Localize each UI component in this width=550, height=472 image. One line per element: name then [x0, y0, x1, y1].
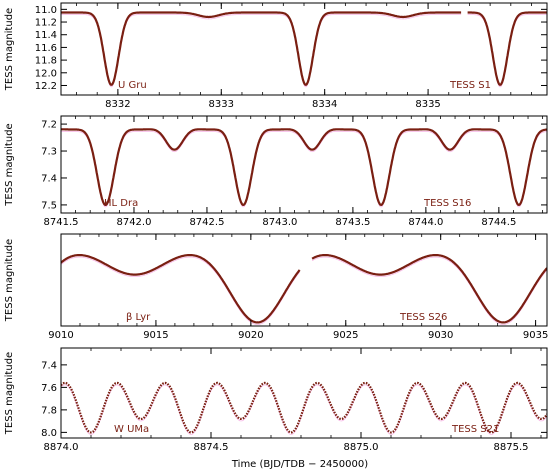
panel-4-ytick-label: 8.0 [41, 428, 57, 439]
panel-4: 8874.0 8874.5 8875.0 8875.5 7.4 7.6 7.8 8.0 TESS… [4, 347, 548, 453]
panel-1-ytick-label: 11.6 [35, 43, 57, 54]
panel-2-light-curve [61, 128, 547, 206]
panel-4-reference-trace [61, 384, 547, 435]
panel-1-xtick-label: 8333 [209, 99, 234, 110]
panel-4-light-curve [61, 381, 547, 434]
panel-1-ylabel: TESS magnitude [4, 8, 15, 91]
panel-3-reference-trace [61, 256, 547, 325]
panel-4-ytick-label: 7.8 [41, 405, 57, 416]
panel-4-ytick-label: 7.6 [41, 383, 57, 394]
panel-1-ytick-label: 11.8 [35, 56, 57, 67]
panel-3-xtick-label: 9015 [143, 330, 168, 341]
panel-4-xtick-label: 8875.5 [494, 442, 529, 453]
panel-3-xtick-label: 9030 [428, 330, 453, 341]
panel-3-frame [60, 233, 548, 327]
panel-4-xtick-label: 8875.0 [344, 442, 379, 453]
panel-2-xtick-label: 8741.5 [44, 217, 79, 228]
panel-1-ytick-label: 12.0 [35, 68, 57, 79]
panel-3-star-label: β Lyr [126, 312, 151, 323]
panel-3-xtick-label: 9035 [523, 330, 548, 341]
panel-1: 8332 8333 8334 8335 11.0 11.211.4 11.6 11.812.0… [4, 2, 548, 110]
panel-1-ytick-label: 11.2 [35, 18, 57, 29]
panel-4-ylabel: TESS magnitude [4, 352, 15, 435]
panel-2-xtick-label: 8743.5 [335, 217, 370, 228]
panel-1-ytick-label: 12.2 [35, 81, 57, 92]
panel-3-ylabel: TESS magnitude [4, 239, 15, 322]
panel-2-ytick-label: 7.3 [41, 147, 57, 158]
panel-2: 8741.5 8742.0 8742.5 8743.0 8743.5 8744.0 8744… [4, 115, 548, 228]
panel-2-xtick-label: 8744.5 [481, 217, 516, 228]
panel-1-ytick-label: 11.0 [35, 5, 57, 16]
panel-1-xtick-label: 8332 [105, 99, 130, 110]
panel-2-xtick-label: 8744.0 [408, 217, 443, 228]
panel-3-light-curve [61, 254, 547, 324]
panel-2-xtick-label: 8743.0 [262, 217, 297, 228]
panel-2-ytick-label: 7.2 [41, 120, 57, 131]
panel-3-xtick-label: 9020 [238, 330, 263, 341]
panel-3: 9010 9015 9020 9025 9030 9035 TESS magnitude β … [4, 233, 548, 341]
panel-1-xtick-label: 8335 [415, 99, 440, 110]
panel-4-ytick-label: 7.4 [41, 360, 57, 371]
panel-4-xtick-label: 8874.5 [194, 442, 229, 453]
figure-xlabel: Time (BJD/TDB − 2450000) [231, 459, 368, 470]
panel-1-light-curve [61, 11, 547, 86]
panel-2-ylabel: TESS magnitude [4, 123, 15, 206]
panel-4-xtick-label: 8874.0 [44, 442, 79, 453]
panel-3-xtick-label: 9010 [48, 330, 73, 341]
panel-3-xtick-label: 9025 [333, 330, 358, 341]
panel-4-star-label: W UMa [114, 424, 149, 435]
panel-1-ytick-label: 11.4 [35, 30, 57, 41]
panel-3-sector-label: TESS S26 [399, 312, 447, 323]
panel-2-ytick-label: 7.5 [41, 200, 57, 211]
panel-1-reference-trace [61, 14, 547, 88]
panel-1-sector-label: TESS S1 [449, 80, 491, 91]
panel-4-sector-label: TESS S21 [451, 424, 499, 435]
panel-4-frame [60, 347, 548, 439]
panel-2-star-label: HL Dra [104, 198, 138, 209]
panel-2-xtick-label: 8742.0 [116, 217, 151, 228]
panel-2-sector-label: TESS S16 [423, 198, 471, 209]
panel-2-xtick-label: 8742.5 [189, 217, 224, 228]
panel-2-frame [60, 115, 548, 214]
panel-1-xtick-label: 8334 [312, 99, 337, 110]
panel-2-ytick-label: 7.4 [41, 173, 57, 184]
panel-1-star-label: U Gru [118, 80, 147, 91]
